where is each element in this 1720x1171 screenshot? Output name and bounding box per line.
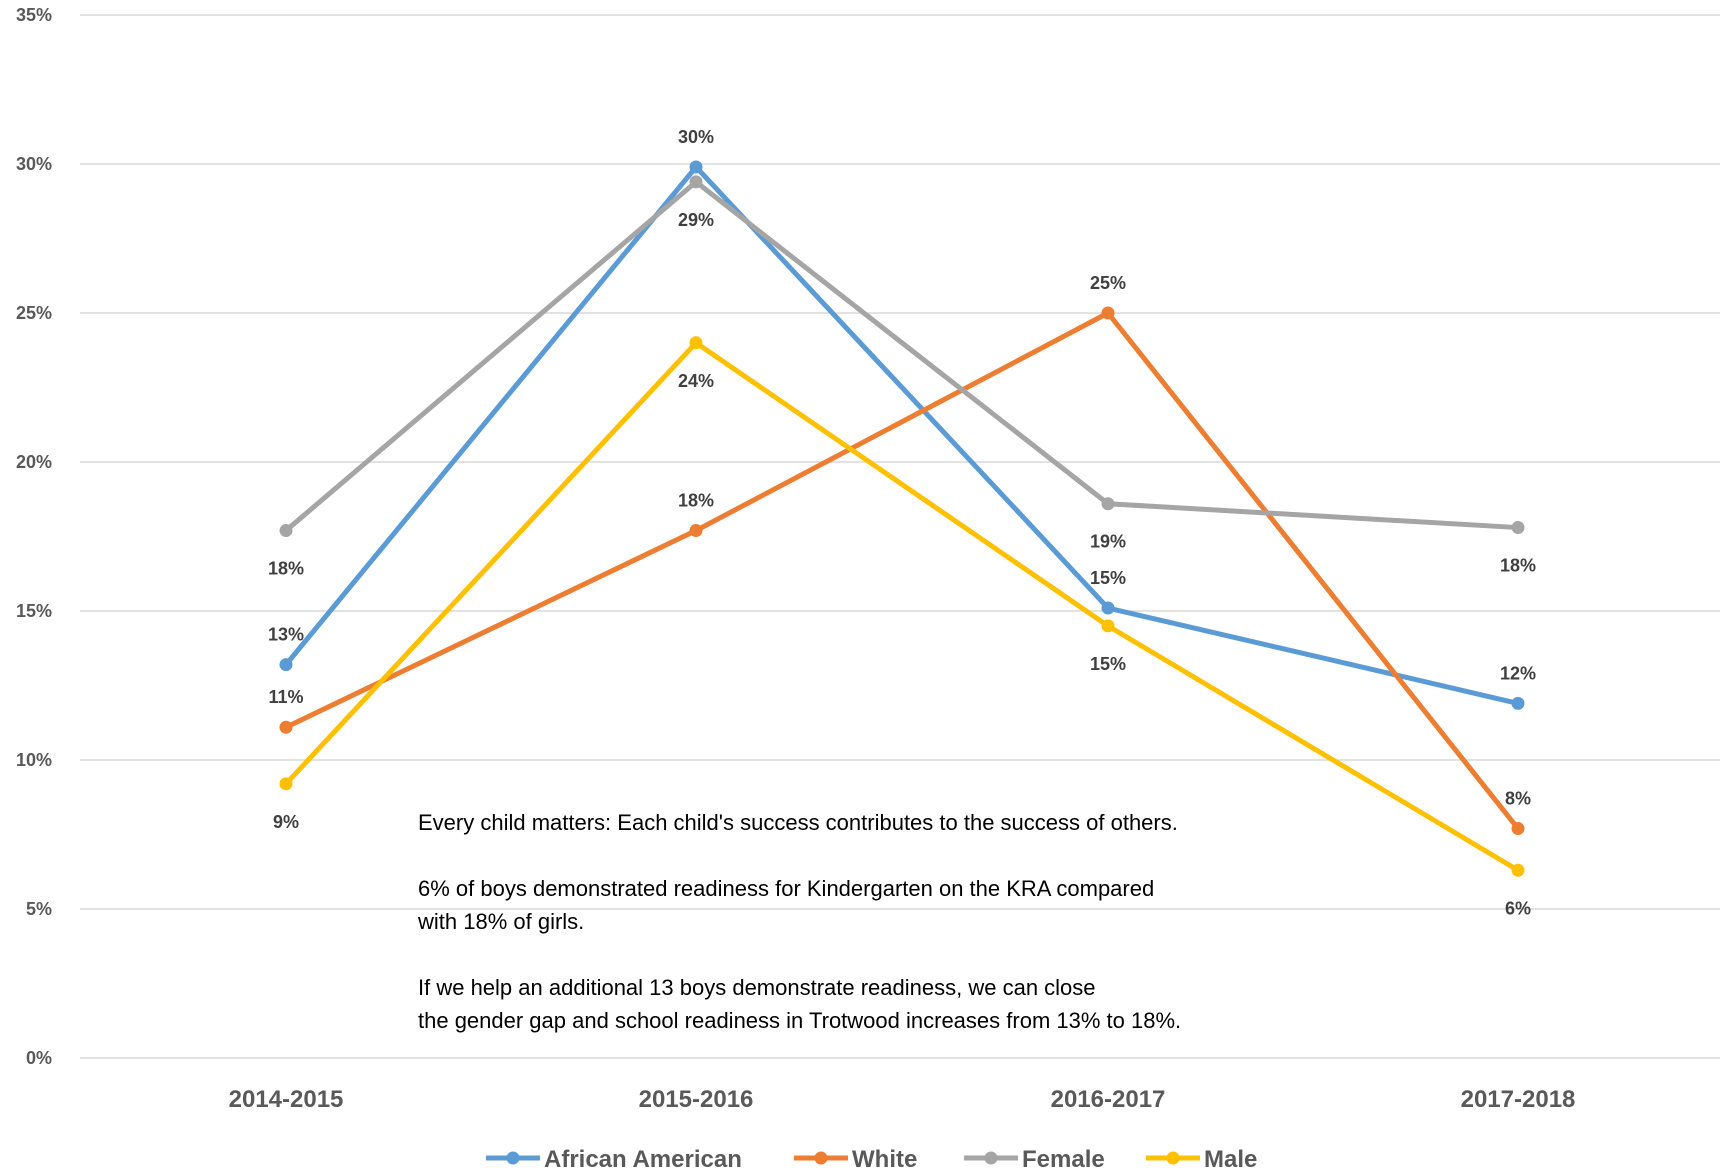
y-tick-label: 25% [16,303,52,323]
data-point-male [689,336,703,350]
series-line-african-american [283,164,1521,706]
y-tick-label: 5% [26,899,52,919]
gridlines [80,14,1720,1059]
data-point-male [279,777,293,791]
annotation-line-2a: 6% of boys demonstrated readiness for Ki… [418,876,1155,901]
data-label: 25% [1090,273,1126,293]
data-label: 24% [678,371,714,391]
data-label: 8% [1505,789,1531,809]
data-labels: 13% 30% 15% 12% 11% 18% 25% 8% 18% 29% 19% 18% 9% 24%… [268,127,1536,918]
y-axis-ticks: 0% 5% 10% 15% 20% 25% 30% 35% [16,5,52,1068]
data-label: 18% [1500,556,1536,576]
legend-label: Female [1022,1146,1105,1171]
series-line-white [283,310,1521,832]
data-label: 29% [678,210,714,230]
legend-label: Male [1204,1146,1257,1171]
data-point-female [689,175,703,189]
data-label: 6% [1505,898,1531,918]
y-tick-label: 10% [16,750,52,770]
legend-marker [506,1151,520,1165]
data-label: 15% [1090,654,1126,674]
x-tick-label: 2014-2015 [229,1086,344,1113]
annotation-line-2b: with 18% of girls. [418,909,585,934]
y-tick-label: 15% [16,601,52,621]
data-point-female [1511,521,1525,535]
series-line-female [283,179,1521,534]
data-label: 18% [268,559,304,579]
legend-label: White [852,1146,917,1171]
legend-label: African American [544,1146,742,1171]
data-point-female [1101,497,1115,511]
x-axis-ticks: 2014-2015 2015-2016 2016-2017 2017-2018 [229,1086,1576,1113]
x-tick-label: 2017-2018 [1461,1086,1576,1113]
data-point-male [1101,619,1115,633]
data-label: 9% [273,812,299,832]
legend-marker [814,1151,828,1165]
data-label: 13% [268,625,304,645]
y-tick-label: 20% [16,452,52,472]
data-point-african-american [279,658,293,672]
y-tick-label: 0% [26,1048,52,1068]
data-point-white [1511,822,1525,836]
series-line-male [283,340,1521,873]
annotation-text: Every child matters: Each child's succes… [418,806,1318,1070]
data-label: 30% [678,127,714,147]
annotation-line-1: Every child matters: Each child's succes… [418,810,1178,835]
x-tick-label: 2016-2017 [1051,1086,1166,1113]
data-label: 12% [1500,663,1536,683]
data-label: 19% [1090,532,1126,552]
series-lines [279,160,1525,877]
annotation-line-3b: the gender gap and school readiness in T… [418,1008,1182,1033]
data-label: 18% [678,491,714,511]
legend-marker [984,1151,998,1165]
data-label: 11% [268,687,303,707]
data-point-african-american [1511,696,1525,710]
data-point-white [1101,306,1115,320]
data-label: 15% [1090,568,1126,588]
annotation-line-3a: If we help an additional 13 boys demonst… [418,975,1096,1000]
x-tick-label: 2015-2016 [639,1086,754,1113]
data-point-female [279,524,293,538]
y-tick-label: 35% [16,5,52,25]
data-point-african-american [1101,601,1115,615]
y-tick-label: 30% [16,154,52,174]
data-point-white [689,524,703,538]
legend: African American White Female Male [486,1146,1257,1171]
data-point-white [279,720,293,734]
data-point-african-american [689,160,703,174]
legend-marker [1166,1151,1180,1165]
data-point-male [1511,863,1525,877]
